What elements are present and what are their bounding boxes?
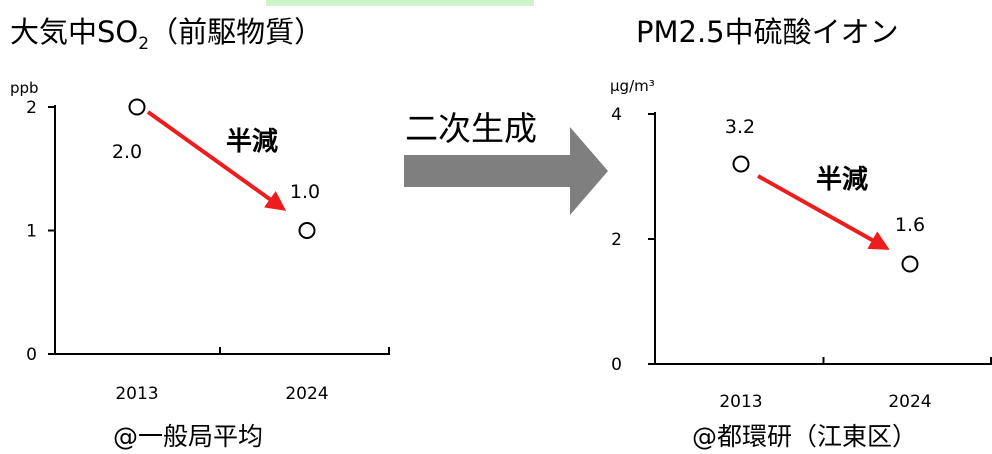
y-tick-label: 0: [611, 355, 622, 375]
x-tick-label: 2024: [888, 392, 931, 412]
y-tick-label: 2: [26, 98, 37, 118]
data-label: 2.0: [112, 141, 142, 163]
y-tick-label: 4: [611, 105, 622, 125]
trend-arrow: [146, 110, 287, 211]
data-point: [128, 98, 146, 116]
data-label: 1.0: [290, 181, 320, 203]
left-chart-title: 大気中SO2（前駆物質）: [10, 15, 324, 54]
big-gray-right-arrow-icon: [404, 127, 608, 215]
x-tick-label: 2013: [115, 384, 158, 404]
right-chart: 0 2 4 2013 2024 3.2 1.6 半減: [611, 105, 992, 412]
right-chart-title: PM2.5中硫酸イオン: [636, 15, 899, 49]
halved-annotation: 半減: [226, 127, 278, 157]
y-tick-label: 1: [26, 222, 37, 242]
left-footer-note: @一般局平均: [113, 422, 264, 451]
right-y-unit: μg/m³: [610, 77, 655, 95]
middle-arrow-group: 二次生成: [404, 109, 608, 215]
top-strip: [266, 0, 534, 6]
y-tick-label: 0: [26, 345, 37, 365]
left-y-unit: ppb: [10, 79, 39, 97]
data-label: 1.6: [895, 214, 925, 236]
data-point: [901, 255, 919, 273]
right-footer-note: @都環研（江東区）: [692, 422, 918, 451]
x-tick-label: 2024: [285, 384, 328, 404]
halved-annotation: 半減: [816, 165, 868, 195]
y-tick-label: 2: [611, 230, 622, 250]
data-point: [732, 155, 750, 173]
middle-arrow-label: 二次生成: [405, 109, 537, 148]
data-point: [298, 222, 316, 239]
data-label: 3.2: [725, 116, 755, 138]
x-tick-label: 2013: [719, 392, 762, 412]
trend-arrow: [757, 174, 890, 250]
left-chart: 0 1 2 2013 2024 2.0 1.0 半減: [26, 98, 390, 404]
